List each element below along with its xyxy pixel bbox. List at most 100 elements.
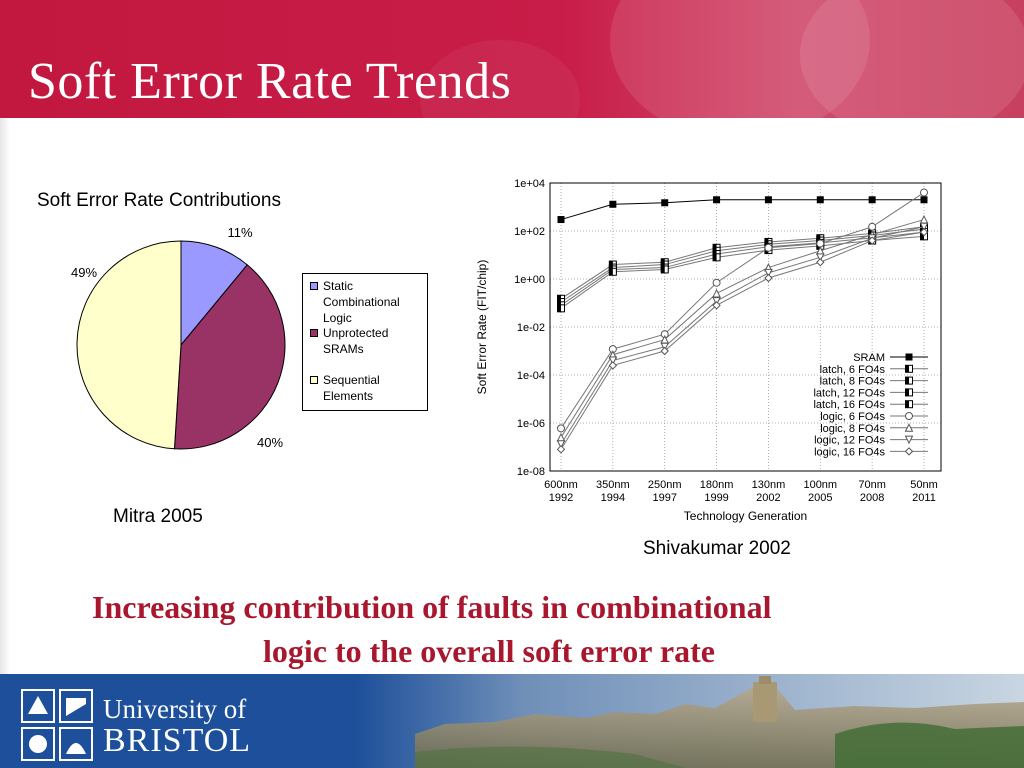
series-line <box>560 226 925 445</box>
conclusion-line: Increasing contribution of faults in com… <box>92 589 772 625</box>
data-point <box>608 267 617 276</box>
x-tick-year: 2008 <box>860 492 884 504</box>
y-tick-label: 1e-08 <box>517 466 545 478</box>
data-point <box>904 447 914 456</box>
left-rule <box>0 118 10 674</box>
legend-label: Unprotected SRAMs <box>323 325 431 357</box>
legend-line: Sequential <box>323 373 380 387</box>
data-point <box>712 278 721 287</box>
data-point <box>764 243 773 252</box>
series-line <box>560 228 925 303</box>
pie-slice-label: 49% <box>71 265 97 280</box>
y-tick-label: 1e+00 <box>514 274 545 286</box>
y-tick-label: 1e-04 <box>517 370 545 382</box>
data-point <box>905 376 913 385</box>
data-point <box>905 364 913 373</box>
y-tick-label: 1e-02 <box>517 322 545 334</box>
pie-slice-label: 40% <box>257 435 283 450</box>
series-line <box>560 226 925 300</box>
data-point <box>920 188 928 197</box>
pie-source-caption: Mitra 2005 <box>113 506 203 527</box>
conclusion-line: logic to the overall soft error rate <box>263 633 715 669</box>
plot-frame <box>549 182 942 472</box>
legend-line: Static <box>323 279 354 293</box>
marker-fill <box>905 377 909 385</box>
marker-fill <box>557 304 561 312</box>
pie-chart: 11% 40% 49% <box>71 225 286 450</box>
data-point <box>816 196 824 204</box>
legend-line: Elements <box>323 389 374 403</box>
series-line <box>560 231 925 306</box>
data-point <box>868 222 877 231</box>
x-tick-label: 130nm <box>752 479 786 491</box>
data-point <box>815 253 825 262</box>
data-point <box>608 356 618 366</box>
x-tick-label: 70nm <box>858 479 886 491</box>
data-point <box>764 196 772 204</box>
marker-fill <box>920 232 924 240</box>
data-point <box>660 346 669 356</box>
legend-line: Combinational <box>323 295 400 309</box>
legend-entry: logic, 12 FO4s <box>814 435 885 447</box>
data-point <box>608 361 618 370</box>
data-point <box>609 200 617 208</box>
y-tick-label: 1e-06 <box>517 418 545 430</box>
data-point <box>712 297 721 306</box>
data-point <box>764 273 773 283</box>
data-point <box>868 196 876 204</box>
data-point <box>905 353 913 361</box>
pie-slice-label: 11% <box>227 225 252 240</box>
data-point <box>816 239 825 248</box>
legend-entry: latch, 12 FO4s <box>813 387 885 399</box>
pie-slice <box>173 264 286 450</box>
data-point <box>904 423 914 432</box>
header-decoration <box>800 0 1024 118</box>
series-line <box>560 231 925 450</box>
y-tick-label: 1e+02 <box>514 226 545 238</box>
legend-entry: latch, 16 FO4s <box>813 399 885 411</box>
x-tick-year: 2011 <box>912 492 936 504</box>
x-tick-label: 350nm <box>596 479 630 491</box>
line-source-caption: Shivakumar 2002 <box>643 538 791 559</box>
data-point <box>557 216 565 224</box>
legend-line: SRAMs <box>323 342 364 356</box>
x-axis-label: Technology Generation <box>684 509 807 523</box>
data-point <box>712 288 721 298</box>
data-point <box>712 253 721 262</box>
marker-fill <box>609 268 613 276</box>
x-tick-year: 1994 <box>601 492 625 504</box>
data-point <box>905 412 913 420</box>
footer-banner <box>0 674 1024 768</box>
series-line <box>560 219 925 438</box>
legend-entry: logic, 8 FO4s <box>820 423 885 435</box>
y-axis-label: Soft Error Rate (FIT/chip) <box>475 260 489 395</box>
marker-fill <box>661 265 665 273</box>
legend-entry: SRAM <box>853 352 885 364</box>
legend-swatch <box>310 282 318 290</box>
legend-entry: logic, 6 FO4s <box>820 411 885 423</box>
pie-legend: Static Combinational Logic Unprotected S… <box>302 273 428 411</box>
legend-line: Logic <box>323 311 352 325</box>
data-point <box>764 268 773 278</box>
x-tick-year: 1999 <box>704 492 728 504</box>
data-point <box>557 304 565 313</box>
series-line <box>560 192 925 429</box>
data-point <box>660 265 669 274</box>
marker-fill <box>713 253 717 261</box>
header-decoration <box>610 0 870 118</box>
x-tick-label: 600nm <box>544 479 578 491</box>
pie-slice <box>76 240 182 450</box>
data-point <box>904 435 914 445</box>
pie-chart-title: Soft Error Rate Contributions <box>37 190 281 211</box>
university-crest-icon <box>21 689 93 761</box>
data-point <box>556 440 566 449</box>
legend-line: Unprotected <box>323 326 389 340</box>
university-name-line1: University of <box>103 694 247 724</box>
conclusion-text: Increasing contribution of faults in com… <box>60 585 976 673</box>
data-point <box>919 227 929 237</box>
slide-header <box>0 0 1024 118</box>
legend-label: Sequential Elements <box>323 372 431 404</box>
university-name-line2: BRISTOL <box>103 722 252 759</box>
marker-fill <box>905 365 909 373</box>
data-point <box>867 236 877 245</box>
